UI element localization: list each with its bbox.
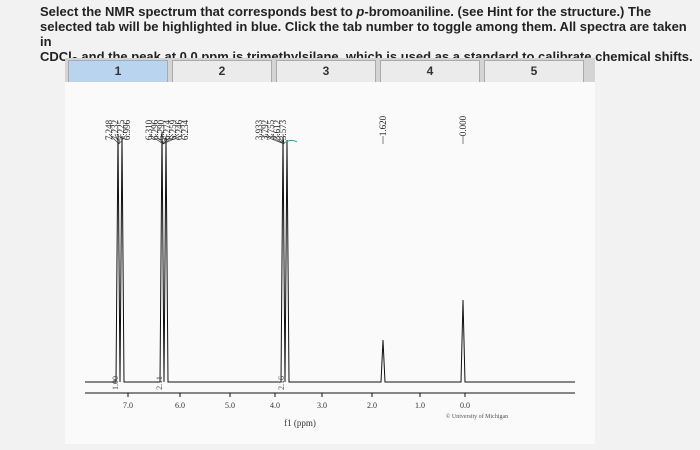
question-text: Select the NMR spectrum that corresponds… [40,4,357,19]
integral-label: 2.11 [155,376,164,390]
spectrum-line [85,131,575,383]
tab[interactable]: 1 [68,60,168,82]
peak-label: 0.000 [458,115,468,136]
peak-label: 3.573 [278,119,288,140]
peak-label: 6.274 [162,119,172,140]
x-tick-label: 1.0 [415,401,425,410]
peak-label: 6.996 [122,119,132,140]
question-text: selected tab will be highlighted in blue… [40,19,687,49]
peak-label: 6.310 [144,119,154,140]
peak-label: 3.755 [266,119,276,140]
peak-label: 6.296 [150,119,160,140]
peak-label: 6.234 [180,119,190,140]
x-tick-label: 4.0 [270,401,280,410]
peak-connector [162,133,180,145]
credit: © University of Michigan [446,413,508,420]
peak-connector [114,133,120,145]
peak-connector [154,133,164,145]
x-tick-label: 5.0 [225,401,235,410]
peak-label: 6.290 [156,119,166,140]
peak-connector [162,133,168,145]
spectrum-bg [65,82,595,444]
tab[interactable]: 4 [380,60,480,82]
question-text: p [356,4,365,19]
peak-connector [148,133,164,145]
x-axis-label: f1 (ppm) [284,418,316,428]
peak-connector [258,133,285,145]
tab[interactable]: 3 [276,60,376,82]
x-tick-label: 3.0 [317,401,327,410]
peak-label: 3.612 [272,120,282,140]
peak-label: 6.246 [174,119,184,140]
x-tick-label: 7.0 [123,401,133,410]
peak-connector [282,133,285,145]
peak-connector [270,133,285,145]
peak-label: 7.232 [110,120,120,140]
peak-label: 1.620 [378,115,388,136]
spectrum-trace [85,131,575,394]
peak-connector [118,133,122,145]
question-text: -bromoaniline. (see Hint for the structu… [364,4,652,19]
integral-label: 2.16 [277,376,286,390]
peak-connector [118,133,128,145]
peak-connector [264,133,285,145]
peak-label: 7.248 [104,119,114,140]
peak-label: 6.259 [168,119,178,140]
integral-label: 1.00 [111,376,120,390]
peak-label: 3.933 [254,119,264,140]
x-tick-label: 0.0 [460,401,470,410]
x-tick-label: 6.0 [175,401,185,410]
tab-bar: 1 2 3 4 5 [65,58,595,82]
peak-label: 3.792 [260,120,270,140]
peak-connector [276,133,285,145]
tab[interactable]: 2 [172,60,272,82]
question-text: CDCl [40,49,72,64]
peak-connector [108,133,120,145]
peak-connector [160,133,164,145]
peak-connector [162,133,186,145]
peak-connector [162,133,174,145]
tab[interactable]: 5 [484,60,584,82]
peak-label: 7.225 [116,119,126,140]
x-tick-label: 2.0 [367,401,377,410]
